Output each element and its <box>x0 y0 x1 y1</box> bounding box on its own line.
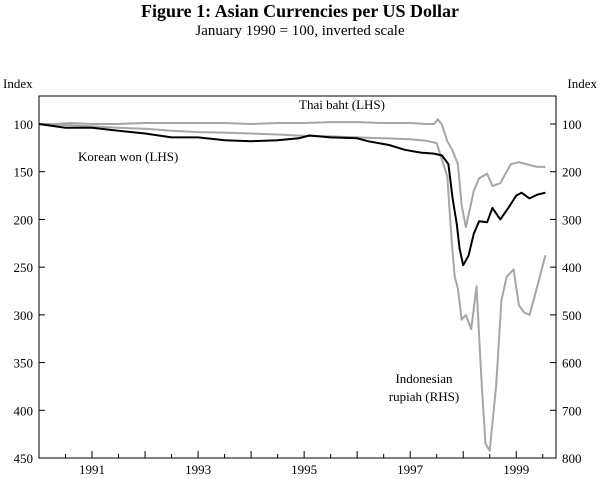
right-tick-label: 100 <box>562 117 582 132</box>
right-axis-label: Index <box>567 76 597 91</box>
series-label-korean: Korean won (LHS) <box>78 149 178 164</box>
right-tick-label: 500 <box>562 308 582 323</box>
right-tick-label: 700 <box>562 403 582 418</box>
left-tick-label: 300 <box>14 308 34 323</box>
x-tick-label: 1991 <box>79 462 105 477</box>
x-tick-label: 1995 <box>291 462 317 477</box>
plot-frame <box>38 95 557 459</box>
right-tick-label: 200 <box>562 165 582 180</box>
chart-subtitle: January 1990 = 100, inverted scale <box>195 23 405 39</box>
series-line-korean <box>38 123 546 267</box>
right-tick-label: 300 <box>562 212 582 227</box>
right-tick-label: 800 <box>562 451 582 466</box>
left-tick-label: 200 <box>14 212 34 227</box>
left-tick-label: 150 <box>14 165 34 180</box>
x-tick-label: 1997 <box>397 462 424 477</box>
x-tick-label: 1999 <box>503 462 529 477</box>
series-line-indonesian <box>38 123 547 452</box>
chart-title: Figure 1: Asian Currencies per US Dollar <box>141 1 459 21</box>
left-tick-label: 250 <box>14 260 34 275</box>
series-line-thai <box>39 118 546 229</box>
series-label-indonesian: Indonesian <box>395 371 453 386</box>
right-tick-label: 600 <box>562 356 582 371</box>
series-label-thai: Thai baht (LHS) <box>299 97 385 112</box>
left-tick-label: 450 <box>14 451 34 466</box>
left-tick-label: 350 <box>14 356 34 371</box>
right-tick-label: 400 <box>562 260 582 275</box>
left-axis-label: Index <box>3 76 33 91</box>
left-tick-label: 100 <box>14 117 34 132</box>
left-tick-label: 400 <box>14 403 34 418</box>
x-tick-label: 1993 <box>185 462 211 477</box>
series-label-indonesian: rupiah (RHS) <box>389 389 459 404</box>
